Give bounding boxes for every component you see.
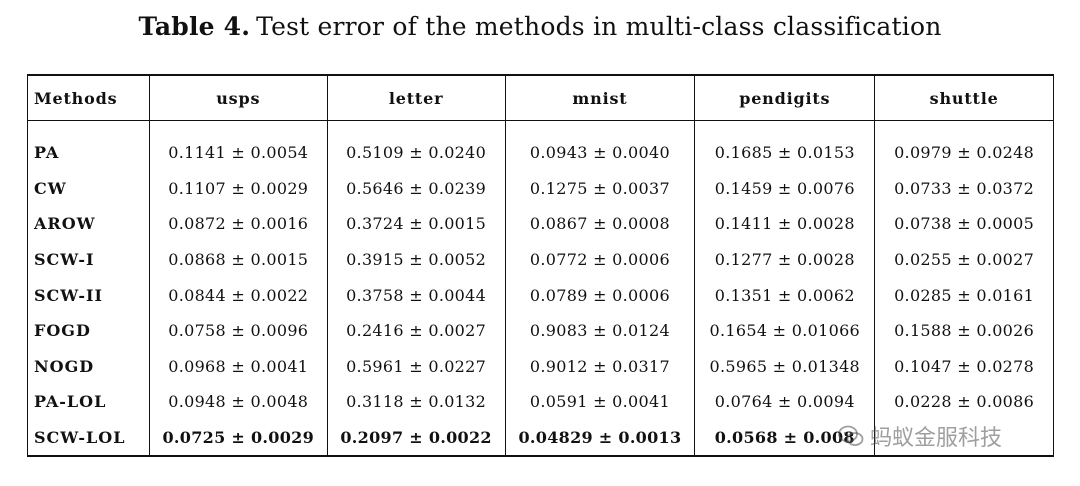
value-cell: 0.0868 ± 0.0015: [148, 241, 328, 278]
table-row: PA 0.1141 ± 0.0054 0.5109 ± 0.0240 0.0943 ±…: [27, 135, 1054, 171]
value-cell: 0.0228 ± 0.0086: [874, 384, 1054, 420]
header-pendigits: pendigits: [694, 76, 875, 121]
table-row: PA-LOL 0.0948 ± 0.0048 0.3118 ± 0.0132 0.05…: [27, 384, 1054, 420]
header-usps: usps: [148, 76, 328, 121]
table-caption: Table 4. Test error of the methods in mul…: [0, 12, 1080, 41]
value-cell: 0.0255 ± 0.0027: [874, 241, 1054, 278]
value-cell: 0.1047 ± 0.0278: [874, 348, 1054, 385]
table-row: AROW 0.0872 ± 0.0016 0.3724 ± 0.0015 0.0867…: [27, 206, 1054, 242]
method-cell: FOGD: [27, 312, 150, 349]
value-cell: 0.2416 ± 0.0027: [326, 312, 506, 349]
value-cell: 0.5109 ± 0.0240: [326, 135, 506, 171]
value-cell: 0.0867 ± 0.0008: [504, 206, 695, 242]
value-cell: 0.0591 ± 0.0041: [504, 384, 695, 420]
table-row: NOGD 0.0968 ± 0.0041 0.5961 ± 0.0227 0.9012…: [27, 348, 1054, 385]
value-cell: 0.04829 ± 0.0013: [504, 419, 695, 456]
method-cell: PA: [27, 135, 150, 171]
value-cell: 0.0733 ± 0.0372: [874, 170, 1054, 207]
header-shuttle: shuttle: [874, 76, 1054, 121]
value-cell: 0.0948 ± 0.0048: [148, 384, 328, 420]
method-cell: SCW-II: [27, 277, 150, 313]
value-cell: 0.1459 ± 0.0076: [694, 170, 875, 207]
table-row: SCW-I 0.0868 ± 0.0015 0.3915 ± 0.0052 0.077…: [27, 241, 1054, 278]
value-cell: 0.9083 ± 0.0124: [504, 312, 695, 349]
value-cell: 0.9012 ± 0.0317: [504, 348, 695, 385]
table-body: PA 0.1141 ± 0.0054 0.5109 ± 0.0240 0.0943 ±…: [27, 120, 1054, 456]
method-cell: NOGD: [27, 348, 150, 385]
table-row: SCW-II 0.0844 ± 0.0022 0.3758 ± 0.0044 0.07…: [27, 277, 1054, 313]
value-cell: 0.1275 ± 0.0037: [504, 170, 695, 207]
caption-label: Table 4.: [138, 12, 251, 41]
value-cell: 0.0968 ± 0.0041: [148, 348, 328, 385]
value-cell: 0.0758 ± 0.0096: [148, 312, 328, 349]
value-cell: 0.0725 ± 0.0029: [148, 419, 328, 456]
table-row: CW 0.1107 ± 0.0029 0.5646 ± 0.0239 0.1275 ±…: [27, 170, 1054, 207]
results-table-wrapper: Methods usps letter mnist pendigits shut…: [27, 74, 1054, 458]
value-cell: 0.5965 ± 0.01348: [694, 348, 875, 385]
value-cell: 0.0979 ± 0.0248: [874, 135, 1054, 171]
value-cell: 0.1277 ± 0.0028: [694, 241, 875, 278]
value-cell: 0.1685 ± 0.0153: [694, 135, 875, 171]
value-cell: [874, 419, 1054, 456]
table-row: FOGD 0.0758 ± 0.0096 0.2416 ± 0.0027 0.9083…: [27, 312, 1054, 349]
method-cell: SCW-LOL: [27, 419, 150, 456]
value-cell: 0.3118 ± 0.0132: [326, 384, 506, 420]
value-cell: 0.0285 ± 0.0161: [874, 277, 1054, 313]
method-cell: PA-LOL: [27, 384, 150, 420]
value-cell: 0.5961 ± 0.0227: [326, 348, 506, 385]
method-cell: CW: [27, 170, 150, 207]
value-cell: 0.1107 ± 0.0029: [148, 170, 328, 207]
header-methods: Methods: [27, 76, 150, 121]
value-cell: 0.0738 ± 0.0005: [874, 206, 1054, 242]
value-cell: 0.1141 ± 0.0054: [148, 135, 328, 171]
value-cell: 0.3915 ± 0.0052: [326, 241, 506, 278]
value-cell: 0.1411 ± 0.0028: [694, 206, 875, 242]
value-cell: 0.1351 ± 0.0062: [694, 277, 875, 313]
value-cell: 0.1588 ± 0.0026: [874, 312, 1054, 349]
value-cell: 0.0844 ± 0.0022: [148, 277, 328, 313]
value-cell: 0.0568 ± 0.008: [694, 419, 875, 456]
header-letter: letter: [326, 76, 506, 121]
value-cell: 0.1654 ± 0.01066: [694, 312, 875, 349]
table-header: Methods usps letter mnist pendigits shut…: [27, 76, 1054, 121]
value-cell: 0.0789 ± 0.0006: [504, 277, 695, 313]
value-cell: 0.3758 ± 0.0044: [326, 277, 506, 313]
value-cell: 0.3724 ± 0.0015: [326, 206, 506, 242]
value-cell: 0.2097 ± 0.0022: [326, 419, 506, 456]
method-cell: AROW: [27, 206, 150, 242]
value-cell: 0.0943 ± 0.0040: [504, 135, 695, 171]
caption-text: Test error of the methods in multi-class…: [256, 12, 942, 41]
method-cell: SCW-I: [27, 241, 150, 278]
header-mnist: mnist: [504, 76, 695, 121]
table-row: SCW-LOL 0.0725 ± 0.0029 0.2097 ± 0.0022 0.0…: [27, 419, 1054, 456]
value-cell: 0.0872 ± 0.0016: [148, 206, 328, 242]
value-cell: 0.5646 ± 0.0239: [326, 170, 506, 207]
value-cell: 0.0772 ± 0.0006: [504, 241, 695, 278]
value-cell: 0.0764 ± 0.0094: [694, 384, 875, 420]
results-table: Methods usps letter mnist pendigits shut…: [27, 76, 1054, 456]
